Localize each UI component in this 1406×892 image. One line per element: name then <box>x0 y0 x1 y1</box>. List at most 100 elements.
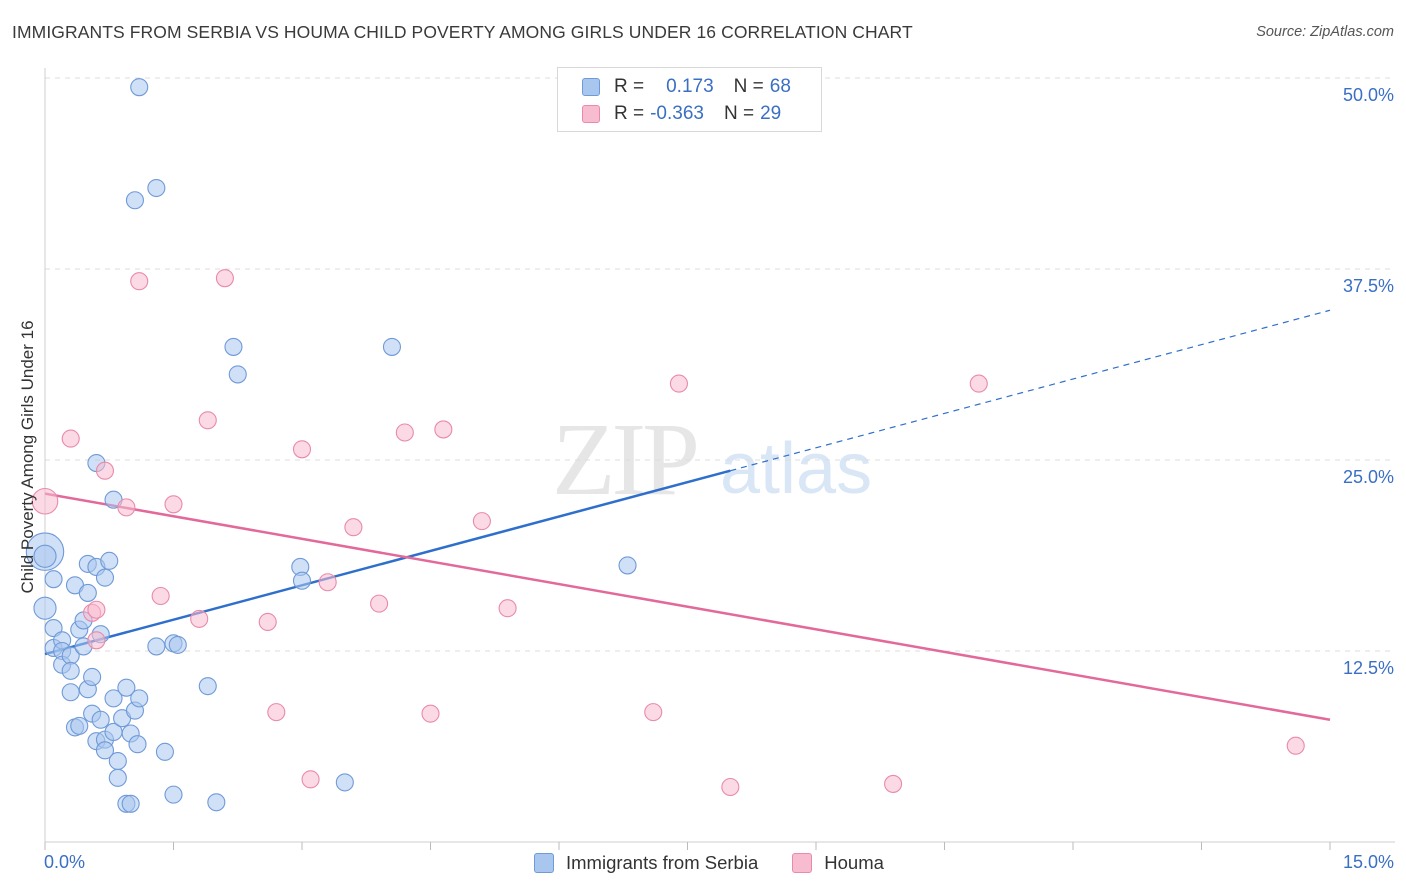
point-serbia <box>33 544 57 568</box>
point-serbia <box>147 637 166 656</box>
point-houma <box>644 703 663 722</box>
point-houma <box>318 573 337 592</box>
point-houma <box>151 586 170 606</box>
point-houma <box>721 777 740 797</box>
x-tick-label-min: 0.0% <box>44 852 86 872</box>
legend-r-value: 0.173 <box>666 76 714 97</box>
legend-swatch-serbia <box>534 853 554 873</box>
point-serbia <box>168 635 187 654</box>
point-serbia <box>121 794 140 813</box>
legend-item-serbia[interactable]: Immigrants from Serbia <box>534 852 758 874</box>
y-tick-label: 50.0% <box>1342 85 1394 105</box>
source-label: Source: ZipAtlas.com <box>1256 24 1394 40</box>
point-serbia <box>382 337 402 356</box>
point-serbia <box>618 556 637 575</box>
point-houma <box>498 599 517 618</box>
point-serbia <box>292 571 312 590</box>
point-houma <box>117 498 136 517</box>
trend-lines <box>44 309 1331 721</box>
legend-n-label: N = <box>733 76 764 97</box>
point-houma <box>198 411 217 430</box>
point-serbia <box>104 689 123 708</box>
point-serbia <box>207 793 226 812</box>
legend-r-label: R = <box>614 76 645 97</box>
point-serbia <box>130 689 149 708</box>
point-serbia <box>155 742 174 761</box>
point-houma <box>292 440 312 459</box>
legend-swatch-houma <box>582 105 600 123</box>
point-serbia <box>95 568 115 587</box>
legend-row-houma: R = -0.363 N = 29 <box>582 102 781 126</box>
x-tick-label-max: 15.0% <box>1342 852 1394 872</box>
point-serbia <box>198 677 217 696</box>
point-houma <box>669 374 688 393</box>
legend-n-value: 68 <box>769 76 791 97</box>
legend-r-value: -0.363 <box>650 103 704 124</box>
point-houma <box>344 518 363 537</box>
legend-n-label: N = <box>723 103 755 124</box>
point-houma <box>884 774 903 793</box>
point-houma <box>190 609 209 628</box>
y-tick-label: 37.5% <box>1342 276 1394 296</box>
y-tick-label: 12.5% <box>1342 658 1394 678</box>
trend-line-serbia-extension <box>730 309 1331 472</box>
chart-title: IMMIGRANTS FROM SERBIA VS HOUMA CHILD PO… <box>12 22 913 42</box>
point-houma <box>1286 736 1305 755</box>
point-houma <box>258 612 277 632</box>
legend-r-label: R = <box>614 103 645 124</box>
point-houma <box>434 420 453 439</box>
point-houma <box>370 594 389 613</box>
watermark-atlas: atlas <box>720 429 873 509</box>
point-houma <box>130 272 149 291</box>
legend-swatch-houma <box>792 853 813 873</box>
point-serbia <box>78 583 97 602</box>
point-serbia <box>224 337 243 356</box>
point-serbia <box>83 667 102 687</box>
point-serbia <box>61 661 80 680</box>
legend-n-value: 29 <box>760 103 782 124</box>
point-serbia <box>128 735 147 754</box>
point-houma <box>301 770 320 789</box>
point-serbia <box>100 551 119 570</box>
point-serbia <box>164 785 183 804</box>
point-serbia <box>130 78 149 97</box>
point-houma <box>267 703 286 722</box>
legend-item-houma[interactable]: Houma <box>792 852 884 874</box>
point-houma <box>969 374 988 393</box>
point-serbia <box>44 619 63 638</box>
y-axis-label: Child Poverty Among Girls Under 16 <box>18 320 37 594</box>
data-points <box>25 78 1305 813</box>
point-houma <box>395 423 414 442</box>
point-houma <box>87 600 106 619</box>
point-serbia <box>95 741 115 760</box>
point-houma <box>215 269 234 288</box>
point-houma <box>472 512 491 531</box>
legend-label-houma: Houma <box>824 852 884 873</box>
trend-line-houma <box>44 492 1331 721</box>
legend-swatch-serbia <box>582 78 600 96</box>
point-houma <box>87 631 106 650</box>
point-houma <box>164 495 183 514</box>
grid-lines <box>45 77 1395 652</box>
trend-line-serbia <box>44 469 731 656</box>
point-serbia <box>108 768 127 787</box>
point-houma <box>31 487 59 515</box>
point-serbia <box>33 596 57 620</box>
point-serbia <box>147 178 166 198</box>
correlation-legend: R = 0.173 N = 68 R = -0.363 N = 29 <box>557 67 822 132</box>
point-serbia <box>335 773 354 792</box>
y-tick-label: 25.0% <box>1342 467 1394 487</box>
point-serbia <box>91 710 110 729</box>
point-serbia <box>44 570 63 589</box>
legend-label-serbia: Immigrants from Serbia <box>566 852 759 873</box>
legend-row-serbia: R = 0.173 N = 68 <box>582 75 791 99</box>
point-houma <box>95 461 115 480</box>
axes <box>44 68 1395 850</box>
point-serbia <box>70 716 89 735</box>
point-serbia <box>108 751 127 771</box>
point-serbia <box>125 191 144 210</box>
series-legend: Immigrants from Serbia Houma <box>534 852 918 874</box>
point-serbia <box>61 683 80 702</box>
point-serbia <box>228 365 247 384</box>
